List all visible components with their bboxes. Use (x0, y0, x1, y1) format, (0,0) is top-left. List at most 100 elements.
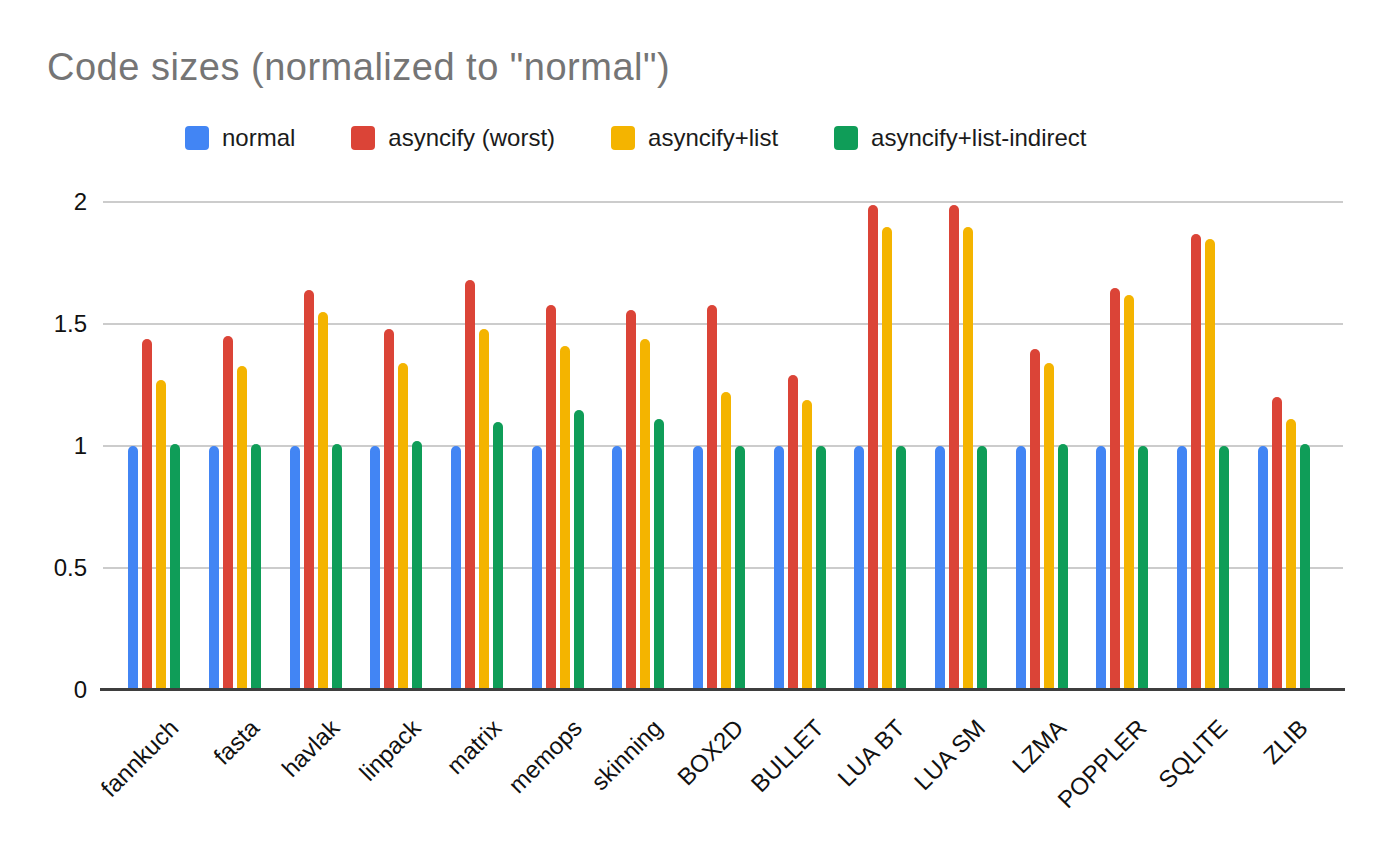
bar-asyncify-list-zlib (1286, 419, 1296, 690)
x-tick-label-fannkuch: fannkuch (95, 714, 184, 803)
x-slot-lua-sm: LUA SM (921, 702, 1002, 832)
bar-asyncify-worst-fannkuch (142, 339, 152, 690)
x-axis-labels: fannkuchfastahavlaklinpackmatrixmemopssk… (114, 702, 1324, 832)
bar-normal-skinning (612, 446, 622, 690)
bar-asyncify-list-lua-bt (882, 227, 892, 690)
bar-normal-lua-bt (854, 446, 864, 690)
bar-group-havlak (275, 190, 356, 690)
x-tick-label-lzma: LZMA (1006, 714, 1071, 779)
chart-title: Code sizes (normalized to "normal") (47, 46, 670, 89)
legend-label: asyncify+list (648, 124, 778, 152)
bar-asyncify-list-indirect-bullet (816, 446, 826, 690)
bar-normal-box2d (693, 446, 703, 690)
y-tick-label: 1 (37, 433, 87, 459)
bar-asyncify-worst-zlib (1272, 397, 1282, 690)
bar-asyncify-worst-memops (546, 305, 556, 690)
y-tick-label: 2 (37, 189, 87, 215)
bar-asyncify-worst-skinning (626, 310, 636, 691)
bar-normal-sqlite (1177, 446, 1187, 690)
bar-normal-zlib (1258, 446, 1268, 690)
y-tick-label: 0.5 (37, 555, 87, 581)
x-tick-label-box2d: BOX2D (672, 714, 749, 791)
bar-group-box2d (679, 190, 760, 690)
bar-group-lua-bt (840, 190, 921, 690)
bar-group-poppler (1082, 190, 1163, 690)
legend-swatch-asyncify-list (611, 126, 635, 150)
bar-group-matrix (437, 190, 518, 690)
bar-normal-lzma (1016, 446, 1026, 690)
legend-swatch-normal (185, 126, 209, 150)
x-slot-skinning: skinning (598, 702, 679, 832)
bar-normal-lua-sm (935, 446, 945, 690)
bar-asyncify-list-memops (560, 346, 570, 690)
bar-asyncify-worst-bullet (788, 375, 798, 690)
x-slot-fannkuch: fannkuch (114, 702, 195, 832)
legend-label: asyncify (worst) (388, 124, 555, 152)
bar-asyncify-list-indirect-linpack (412, 441, 422, 690)
x-tick-label-fasta: fasta (208, 714, 265, 771)
bar-asyncify-list-indirect-havlak (332, 444, 342, 690)
bar-asyncify-list-indirect-fannkuch (170, 444, 180, 690)
bar-asyncify-list-indirect-fasta (251, 444, 261, 690)
bar-group-fasta (195, 190, 276, 690)
legend-swatch-asyncify-worst (351, 126, 375, 150)
bar-group-lzma (1001, 190, 1082, 690)
x-tick-label-linpack: linpack (354, 714, 427, 787)
legend-item-asyncify-worst: asyncify (worst) (351, 124, 555, 152)
y-tick-label: 0 (37, 677, 87, 703)
bar-asyncify-list-fasta (237, 366, 247, 690)
bar-asyncify-list-indirect-sqlite (1219, 446, 1229, 690)
bar-asyncify-list-indirect-skinning (654, 419, 664, 690)
x-slot-zlib: ZLIB (1243, 702, 1324, 832)
bar-normal-bullet (774, 446, 784, 690)
bar-asyncify-list-lua-sm (963, 227, 973, 690)
bar-asyncify-worst-lua-bt (868, 205, 878, 690)
x-tick-label-lua-sm: LUA SM (909, 714, 991, 796)
bar-asyncify-list-poppler (1124, 295, 1134, 690)
bar-group-zlib (1243, 190, 1324, 690)
y-tick-label: 1.5 (37, 311, 87, 337)
bar-asyncify-list-box2d (721, 392, 731, 690)
legend: normal asyncify (worst) asyncify+list async… (185, 124, 1087, 152)
bar-group-bullet (759, 190, 840, 690)
bar-asyncify-list-bullet (802, 400, 812, 690)
legend-label: normal (222, 124, 295, 152)
bar-asyncify-list-skinning (640, 339, 650, 690)
x-tick-label-matrix: matrix (441, 714, 507, 780)
x-slot-box2d: BOX2D (679, 702, 760, 832)
bar-normal-memops (532, 446, 542, 690)
bar-asyncify-worst-lua-sm (949, 205, 959, 690)
bar-asyncify-list-indirect-lzma (1058, 444, 1068, 690)
bar-asyncify-list-indirect-memops (574, 410, 584, 691)
bars-container (114, 190, 1324, 690)
bar-normal-havlak (290, 446, 300, 690)
x-slot-havlak: havlak (275, 702, 356, 832)
x-slot-matrix: matrix (437, 702, 518, 832)
bar-asyncify-worst-sqlite (1191, 234, 1201, 690)
bar-asyncify-list-indirect-lua-sm (977, 446, 987, 690)
bar-group-memops (517, 190, 598, 690)
bar-group-sqlite (1163, 190, 1244, 690)
bar-group-skinning (598, 190, 679, 690)
x-slot-fasta: fasta (195, 702, 276, 832)
legend-item-asyncify-list-indirect: asyncify+list-indirect (834, 124, 1086, 152)
x-slot-memops: memops (517, 702, 598, 832)
plot-area: 00.511.52 (103, 190, 1343, 690)
x-tick-label-skinning: skinning (586, 714, 668, 796)
bar-asyncify-worst-box2d (707, 305, 717, 690)
bar-normal-poppler (1096, 446, 1106, 690)
bar-normal-fannkuch (128, 446, 138, 690)
x-axis-line (100, 688, 1345, 691)
bar-asyncify-list-sqlite (1205, 239, 1215, 690)
bar-group-linpack (356, 190, 437, 690)
bar-asyncify-list-linpack (398, 363, 408, 690)
x-slot-linpack: linpack (356, 702, 437, 832)
legend-label: asyncify+list-indirect (871, 124, 1086, 152)
bar-asyncify-list-indirect-box2d (735, 446, 745, 690)
bar-normal-matrix (451, 446, 461, 690)
x-tick-label-sqlite: SQLITE (1153, 714, 1233, 794)
x-tick-label-lua-bt: LUA BT (832, 714, 910, 792)
bar-asyncify-list-havlak (318, 312, 328, 690)
bar-asyncify-list-lzma (1044, 363, 1054, 690)
bar-asyncify-list-indirect-lua-bt (896, 446, 906, 690)
